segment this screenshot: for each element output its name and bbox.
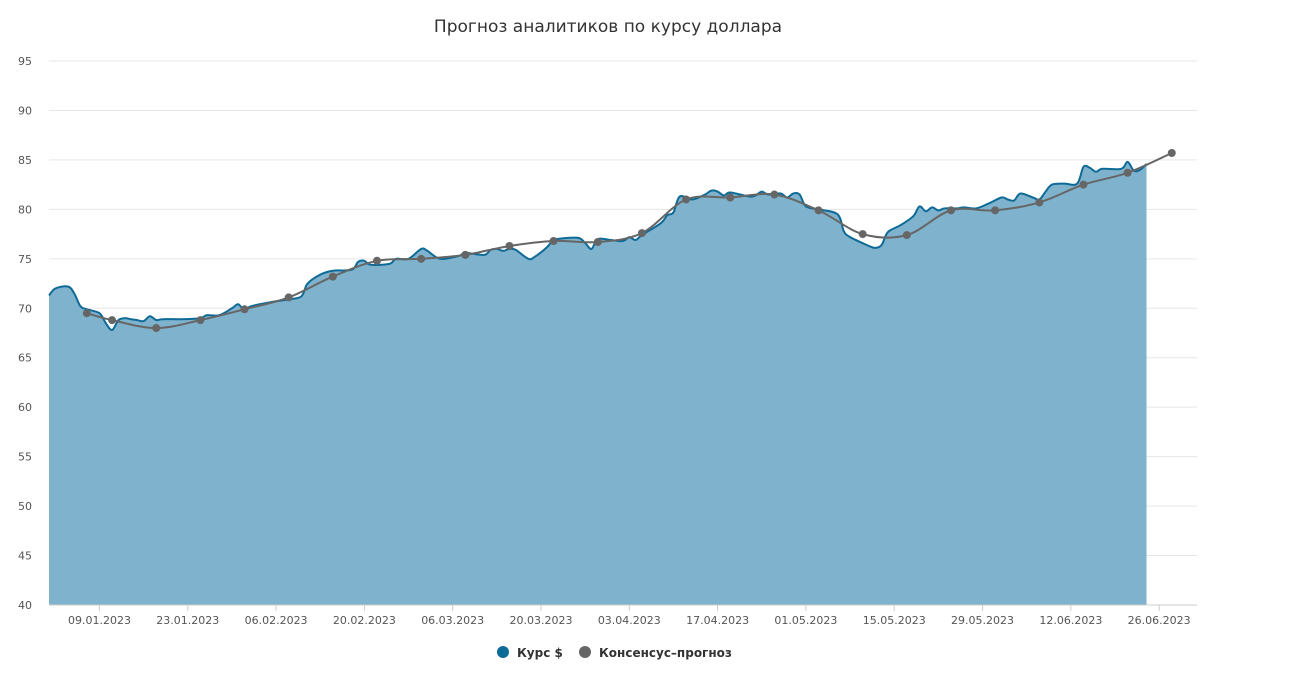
forecast-point (1167, 148, 1176, 157)
legend-label: Курс $ (517, 646, 563, 660)
y-tick-label: 85 (18, 154, 32, 167)
forecast-point (902, 231, 911, 240)
x-tick-label: 06.02.2023 (245, 614, 308, 627)
x-tick-label: 17.04.2023 (686, 614, 749, 627)
forecast-point (991, 206, 1000, 215)
y-tick-label: 50 (18, 500, 32, 513)
chart-title: Прогноз аналитиков по курсу доллара (434, 17, 782, 37)
forecast-point (82, 309, 91, 318)
x-tick-label: 20.02.2023 (333, 614, 396, 627)
forecast-point (814, 206, 823, 215)
forecast-point (108, 316, 117, 325)
forecast-point (770, 190, 779, 199)
x-tick-label: 03.04.2023 (598, 614, 661, 627)
forecast-point (284, 293, 293, 302)
x-tick-label: 23.01.2023 (156, 614, 219, 627)
forecast-point (858, 230, 867, 239)
forecast-point (240, 305, 249, 314)
x-tick-label: 15.05.2023 (863, 614, 926, 627)
legend-item-forecast[interactable]: Консенсус–прогноз (579, 646, 732, 660)
forecast-point (505, 241, 514, 250)
forecast-point (152, 324, 161, 333)
x-tick-label: 20.03.2023 (510, 614, 573, 627)
legend-marker-icon (497, 646, 509, 658)
x-tick-label: 09.01.2023 (68, 614, 131, 627)
legend-item-rate[interactable]: Курс $ (497, 646, 563, 660)
y-axis: 40 45 50 55 60 65 70 75 80 85 90 95 (18, 55, 32, 612)
y-tick-label: 45 (18, 550, 32, 563)
forecast-point (637, 229, 646, 238)
legend-marker-icon (579, 646, 591, 658)
forecast-point (196, 316, 205, 325)
forecast-point (947, 206, 955, 215)
y-tick-label: 80 (18, 203, 32, 216)
forecast-point (549, 237, 558, 246)
x-tick-label: 01.05.2023 (774, 614, 837, 627)
y-tick-label: 95 (18, 55, 32, 68)
forecast-point (417, 254, 426, 263)
legend-label: Консенсус–прогноз (599, 646, 732, 660)
x-tick-label: 26.06.2023 (1128, 614, 1191, 627)
forecast-point (373, 256, 381, 265)
y-tick-label: 90 (18, 104, 32, 117)
y-tick-label: 75 (18, 253, 32, 266)
rate-area-fill (49, 161, 1147, 606)
x-tick-label: 29.05.2023 (951, 614, 1014, 627)
y-tick-label: 55 (18, 451, 32, 464)
forecast-point (593, 238, 602, 247)
legend[interactable]: Курс $ Консенсус–прогноз (497, 646, 732, 660)
x-tick-label: 06.03.2023 (421, 614, 484, 627)
forecast-point (1079, 180, 1088, 189)
forecast-point (1035, 198, 1044, 207)
y-tick-label: 70 (18, 302, 32, 315)
plot-area (48, 148, 1176, 606)
x-axis: 09.01.2023 23.01.2023 06.02.2023 20.02.2023… (49, 604, 1197, 627)
y-tick-label: 60 (18, 401, 32, 414)
y-tick-label: 40 (18, 599, 32, 612)
forecast-point (726, 193, 735, 202)
forecast-point (461, 250, 470, 259)
y-tick-label: 65 (18, 352, 32, 365)
forecast-point (1123, 168, 1132, 177)
forecast-point (682, 195, 691, 204)
x-tick-label: 12.06.2023 (1039, 614, 1102, 627)
forecast-point (328, 272, 337, 281)
